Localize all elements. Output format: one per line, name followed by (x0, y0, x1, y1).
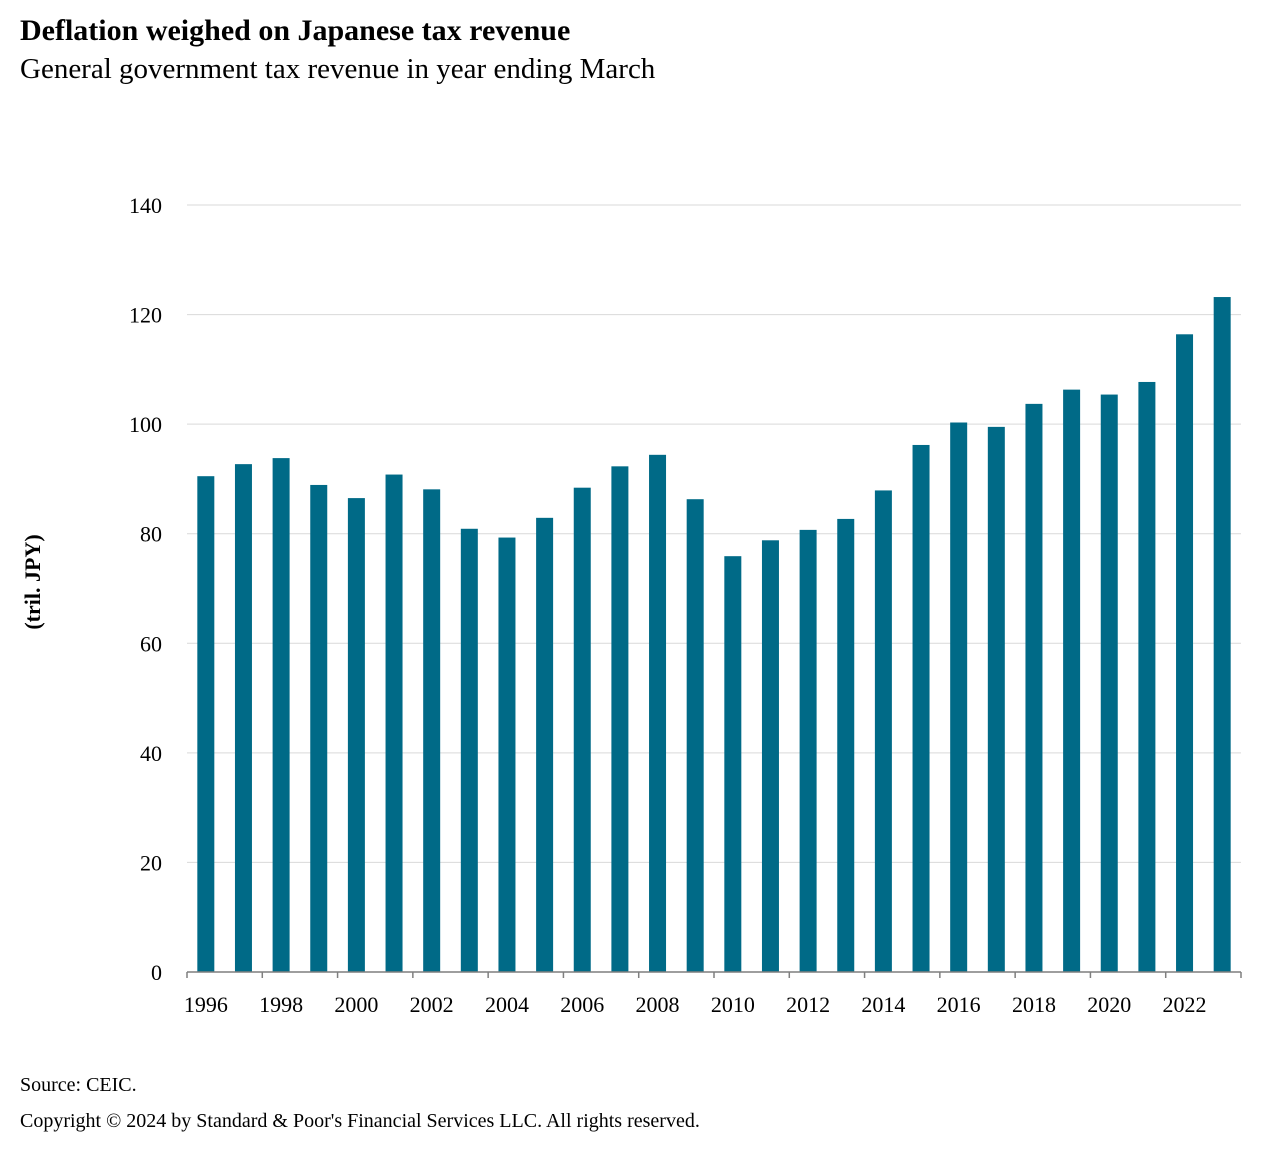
y-tick-label: 80 (140, 522, 162, 547)
bar-2002 (423, 489, 441, 972)
x-tick-label: 1996 (184, 992, 228, 1017)
bar-1997 (234, 464, 252, 972)
bar-2009 (686, 499, 704, 972)
bar-2017 (987, 426, 1005, 972)
bar-2005 (536, 517, 554, 972)
x-tick-label: 2010 (711, 992, 755, 1017)
x-tick-label: 2014 (861, 992, 905, 1017)
bar-2010 (724, 556, 742, 972)
grid-lines (187, 204, 1241, 863)
x-tick-label: 2020 (1087, 992, 1131, 1017)
y-tick-label: 0 (151, 960, 162, 985)
bar-1996 (197, 476, 215, 972)
y-tick-label: 120 (129, 303, 162, 328)
y-tick-label: 20 (140, 850, 162, 875)
bar-2016 (950, 422, 968, 972)
x-tick-label: 2006 (560, 992, 604, 1017)
bar-2020 (1100, 394, 1118, 972)
bar-2004 (498, 537, 516, 972)
source-note: Source: CEIC. (20, 1074, 137, 1096)
x-tick-label: 2002 (410, 992, 454, 1017)
y-tick-label: 100 (129, 412, 162, 437)
bar-2013 (837, 518, 855, 972)
bar-2015 (912, 444, 930, 973)
bar-2011 (761, 540, 779, 972)
x-tick-label: 2004 (485, 992, 529, 1017)
bar-2001 (385, 474, 403, 972)
bar-2008 (649, 454, 667, 972)
x-tick-label: 1998 (259, 992, 303, 1017)
bar-2018 (1025, 403, 1043, 972)
bar-chart: 0 20 40 60 80 100 120 140 1996 1998 2000 2002 2004 2… (20, 193, 1242, 1017)
y-tick-labels: 0 20 40 60 80 100 120 140 (129, 193, 162, 985)
x-tick-label: 2022 (1163, 992, 1207, 1017)
bar-2012 (799, 529, 817, 972)
chart-title: Deflation weighed on Japanese tax revenu… (20, 14, 571, 47)
bar-2000 (347, 498, 365, 972)
bar-2007 (611, 466, 629, 972)
bar-1998 (272, 458, 290, 972)
y-tick-label: 40 (140, 741, 162, 766)
y-tick-label: 60 (140, 631, 162, 656)
chart-subtitle: General government tax revenue in year e… (20, 53, 656, 85)
x-tick-label: 2008 (636, 992, 680, 1017)
copyright-note: Copyright © 2024 by Standard & Poor's Fi… (20, 1110, 700, 1132)
x-tick-labels: 1996 1998 2000 2002 2004 2006 2008 2010 2012 2014… (184, 992, 1207, 1017)
bar-2003 (460, 528, 478, 972)
bar-2021 (1138, 381, 1156, 973)
y-axis-title: (tril. JPY) (20, 534, 45, 629)
bar-2006 (573, 487, 591, 972)
x-tick-label: 2012 (786, 992, 830, 1017)
bar-2022 (1176, 334, 1194, 972)
x-tick-label: 2000 (334, 992, 378, 1017)
x-tick-label: 2018 (1012, 992, 1056, 1017)
bars (197, 297, 1231, 973)
x-axis (186, 971, 1242, 978)
bar-2014 (874, 490, 892, 972)
bar-1999 (310, 484, 328, 972)
bar-2019 (1063, 389, 1081, 972)
bar-2023 (1213, 297, 1231, 972)
x-tick-label: 2016 (937, 992, 981, 1017)
y-tick-label: 140 (129, 193, 162, 218)
